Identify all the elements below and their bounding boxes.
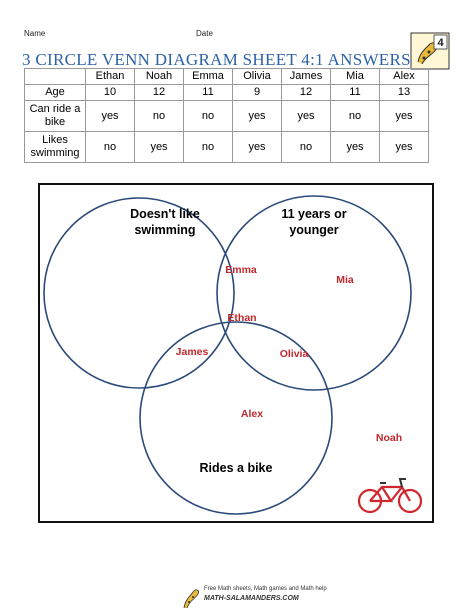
circle-eleven-or-younger xyxy=(216,195,412,391)
page-title: 3 CIRCLE VENN DIAGRAM SHEET 4:1 ANSWERS xyxy=(22,50,411,69)
row-label: Likes swimming xyxy=(24,131,86,163)
table-row: Can ride a bike yes no no yes yes no yes xyxy=(24,100,429,132)
table-cell: 11 xyxy=(330,84,380,101)
name-emma: Emma xyxy=(225,264,257,276)
column-header: Noah xyxy=(134,68,184,85)
table-header-row: Ethan Noah Emma Olivia James Mia Alex xyxy=(24,68,429,85)
table-cell: no xyxy=(183,100,233,132)
table-row: Age 10 12 11 9 12 11 13 xyxy=(24,84,429,101)
name-mia: Mia xyxy=(336,274,354,286)
footer-tagline: Free Math sheets, Math games and Math he… xyxy=(204,586,327,592)
table-cell: yes xyxy=(330,131,380,163)
table-cell: yes xyxy=(281,100,331,132)
column-header: Olivia xyxy=(232,68,282,85)
name-label: Name xyxy=(24,29,46,38)
salamander-logo: 4 xyxy=(410,32,450,70)
name-ethan: Ethan xyxy=(227,312,257,324)
column-header: Emma xyxy=(183,68,233,85)
column-header: James xyxy=(281,68,331,85)
data-table: Ethan Noah Emma Olivia James Mia Alex Ag… xyxy=(24,68,429,163)
salamander-icon xyxy=(183,589,199,609)
table-cell: 12 xyxy=(281,84,331,101)
table-corner-cell xyxy=(24,68,86,85)
date-label: Date xyxy=(196,29,213,38)
table-cell: yes xyxy=(134,131,184,163)
circle-label-rides-bike: Rides a bike xyxy=(199,461,273,475)
circle-label-not-swimming: Doesn't like swimming xyxy=(130,207,200,237)
table-cell: yes xyxy=(232,100,282,132)
circle-label-eleven-or-younger: 11 years or younger xyxy=(281,207,347,237)
circle-rides-bike xyxy=(139,321,333,515)
row-label: Can ride a bike xyxy=(24,100,86,132)
table-cell: yes xyxy=(85,100,135,132)
circle-not-swimming xyxy=(43,197,235,389)
table-cell: 9 xyxy=(232,84,282,101)
table-cell: 13 xyxy=(379,84,429,101)
venn-diagram xyxy=(43,195,423,515)
table-cell: no xyxy=(85,131,135,163)
table-cell: yes xyxy=(232,131,282,163)
column-header: Ethan xyxy=(85,68,135,85)
table-cell: yes xyxy=(379,100,429,132)
table-cell: no xyxy=(281,131,331,163)
logo-number: 4 xyxy=(437,37,444,49)
name-james: James xyxy=(175,346,209,358)
footer-site: MATH-SALAMANDERS.COM xyxy=(204,595,299,602)
table-cell: 10 xyxy=(85,84,135,101)
table-row: Likes swimming no yes no yes no yes yes xyxy=(24,131,429,163)
table-cell: no xyxy=(330,100,380,132)
table-cell: no xyxy=(183,131,233,163)
table-cell: no xyxy=(134,100,184,132)
column-header: Alex xyxy=(379,68,429,85)
name-alex: Alex xyxy=(240,408,264,420)
table-cell: 12 xyxy=(134,84,184,101)
name-noah: Noah xyxy=(375,432,403,444)
table-cell: yes xyxy=(379,131,429,163)
bicycle-icon xyxy=(357,478,423,514)
name-olivia: Olivia xyxy=(279,348,309,360)
footer-brand: Free Math sheets, Math games and Math he… xyxy=(180,584,330,610)
column-header: Mia xyxy=(330,68,380,85)
venn-frame xyxy=(38,183,434,523)
table-cell: 11 xyxy=(183,84,233,101)
row-label: Age xyxy=(24,84,86,101)
